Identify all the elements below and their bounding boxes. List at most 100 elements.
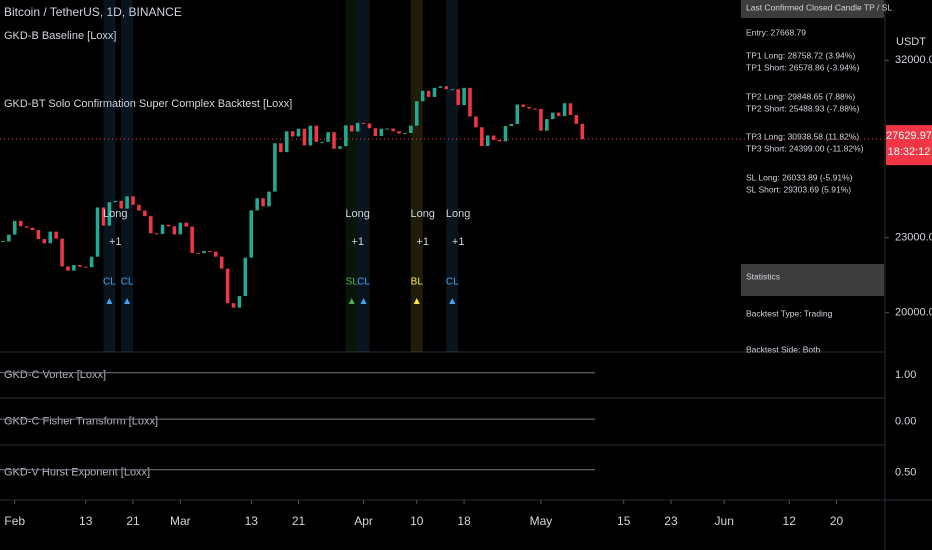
pane-tick-label: 0.00 xyxy=(895,415,916,427)
candle-body xyxy=(491,135,496,140)
candle-body xyxy=(332,132,336,149)
candle-body xyxy=(1,240,5,242)
trade-band xyxy=(446,0,459,352)
candle-body xyxy=(527,106,531,109)
candle-body xyxy=(432,87,437,97)
candle-body xyxy=(18,220,23,227)
signal-arrow xyxy=(360,298,367,304)
candle-body xyxy=(48,231,53,244)
candle-body xyxy=(143,210,147,217)
candle-body xyxy=(131,196,135,205)
candle-body xyxy=(485,135,490,146)
entry-sub: +1 xyxy=(452,236,465,248)
candle-body xyxy=(255,198,259,211)
candle-body xyxy=(314,125,319,142)
candle-body xyxy=(515,104,520,125)
x-tick-label: 18 xyxy=(457,514,471,528)
pane-label: GKD-C Fisher Transform [Loxx] xyxy=(4,415,158,427)
x-tick-label: Mar xyxy=(170,514,191,528)
candle-body xyxy=(113,200,118,203)
table-cell: Backtest Type: Trading xyxy=(746,308,833,318)
signal-arrow xyxy=(124,298,131,304)
last-price-label: 27629.97 xyxy=(886,130,932,142)
table-header-bg xyxy=(741,0,884,18)
candle-body xyxy=(89,256,94,268)
candle-body xyxy=(521,104,525,107)
candle-body xyxy=(7,234,11,242)
candle-body xyxy=(30,227,35,231)
candle-body xyxy=(420,90,425,102)
table-cell: SL Short: 29303.69 (5.91%) xyxy=(746,184,851,194)
candle-body xyxy=(385,128,389,130)
candle-body xyxy=(24,226,29,228)
x-tick-label: 21 xyxy=(126,514,140,528)
candle-body xyxy=(450,89,455,91)
candle-body xyxy=(172,226,177,235)
pane-tick-label: 0.50 xyxy=(895,466,916,478)
x-tick-label: 15 xyxy=(617,514,631,528)
candle-body xyxy=(219,256,224,269)
pane-label: GKD-C Vortex [Loxx] xyxy=(4,369,106,381)
candle-body xyxy=(462,87,466,106)
x-tick-label: 20 xyxy=(830,514,844,528)
candle-body xyxy=(344,125,348,147)
candle-body xyxy=(243,257,248,297)
trade-band xyxy=(357,0,370,352)
candle-body xyxy=(237,296,242,308)
candle-body xyxy=(533,108,537,110)
candle-body xyxy=(196,252,200,254)
candle-body xyxy=(208,251,212,253)
candle-body xyxy=(273,143,277,192)
entry-label: Long xyxy=(345,208,369,220)
candle-body xyxy=(568,103,573,116)
candle-body xyxy=(480,127,484,146)
candle-body xyxy=(355,122,360,132)
candle-body xyxy=(190,226,194,253)
trade-band xyxy=(121,0,134,352)
candle-body xyxy=(415,101,419,126)
candle-body xyxy=(101,207,106,226)
candle-body xyxy=(148,216,153,234)
x-tick-label: Jun xyxy=(715,514,734,528)
entry-sub: +1 xyxy=(416,236,429,248)
signal-label: SL xyxy=(346,277,359,288)
candle-body xyxy=(468,87,472,117)
entry-label: Long xyxy=(446,208,470,220)
candle-body xyxy=(562,103,567,116)
table-cell: TP2 Long: 29848.65 (7.88%) xyxy=(746,91,855,101)
candle-body xyxy=(373,128,378,137)
candle-body xyxy=(160,224,165,234)
table-cell: TP1 Long: 28758.72 (3.94%) xyxy=(746,50,855,60)
candle-body xyxy=(403,132,407,134)
signal-arrow xyxy=(106,298,113,304)
x-tick-label: May xyxy=(530,514,553,528)
candle-body xyxy=(125,196,129,209)
table-cell: Last Confirmed Closed Candle TP / SL xyxy=(746,2,892,12)
table-cell: Statistics xyxy=(746,271,780,281)
x-tick-label: 23 xyxy=(664,514,678,528)
signal-label: CL xyxy=(121,277,134,288)
candle-body xyxy=(391,128,395,132)
pane-label: GKD-V Hurst Exponent [Loxx] xyxy=(4,466,150,478)
candle-body xyxy=(444,86,449,90)
table-cell: Entry: 27668.79 xyxy=(746,27,806,37)
candle-body xyxy=(438,86,443,88)
candle-body xyxy=(338,146,342,149)
x-tick-label: 13 xyxy=(245,514,259,528)
signal-label: BL xyxy=(411,277,424,288)
table-cell: SL Long: 26033.89 (-5.91%) xyxy=(746,172,853,182)
candle-body xyxy=(178,222,183,235)
table-cell: TP3 Short: 24399.00 (-11.82%) xyxy=(746,143,864,153)
candle-body xyxy=(456,89,460,106)
y-tick-label: 23000.00 xyxy=(895,232,932,244)
candle-body xyxy=(302,128,307,146)
candle-body xyxy=(54,231,58,239)
x-tick-label: Feb xyxy=(4,514,25,528)
candle-body xyxy=(231,303,236,308)
candle-body xyxy=(497,139,502,142)
candle-body xyxy=(214,251,218,257)
signal-arrow xyxy=(348,298,355,304)
candle-body xyxy=(13,220,17,235)
candle-body xyxy=(580,123,585,140)
